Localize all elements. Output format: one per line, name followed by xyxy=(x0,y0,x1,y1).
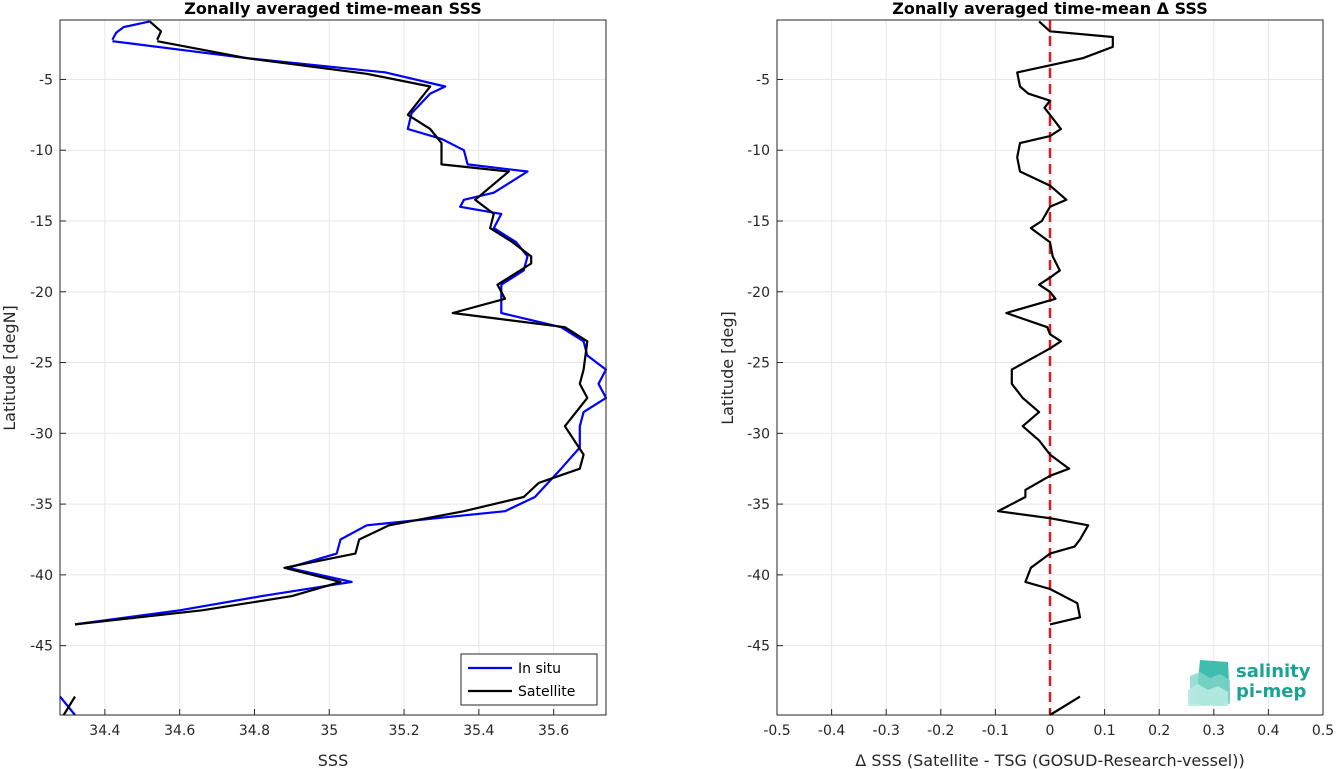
legend-box xyxy=(460,653,598,706)
y-tick-label: -35 xyxy=(30,497,53,513)
left-grid xyxy=(60,20,606,715)
series-line-delta-sss xyxy=(1049,695,1081,716)
left-x-ticks: 34.4 34.6 34.8 35 35.2 35.4 35.6 xyxy=(89,709,569,739)
y-tick-label: -15 xyxy=(30,214,53,230)
x-tick-label: 35.4 xyxy=(463,723,494,739)
logo-wave-icon xyxy=(1188,660,1230,706)
y-tick-label: -45 xyxy=(30,639,53,655)
right-data-lines xyxy=(997,20,1114,716)
x-tick-label: -0.2 xyxy=(927,723,954,739)
series-line-in-situ xyxy=(59,695,76,716)
right-panel: -0.5 -0.4 -0.3 -0.2 -0.1 0 0.1 0.2 0.3 0.4 0.5 -5-… xyxy=(718,0,1334,769)
y-tick-label: -40 xyxy=(747,568,770,584)
x-tick-label: 35.6 xyxy=(538,723,569,739)
left-y-ticks: -5 -10 -15 -20 -25 -30 -35 -40 -45 xyxy=(30,72,66,655)
y-tick-label: -10 xyxy=(30,143,53,159)
series-line-in-situ xyxy=(111,20,151,41)
x-tick-label: 35 xyxy=(320,723,338,739)
right-x-ticks: -0.5 -0.4 -0.3 -0.2 -0.1 0 0.1 0.2 0.3 0.4 0.5 xyxy=(763,709,1334,739)
y-tick-label: -35 xyxy=(747,497,770,513)
series-line-satellite xyxy=(62,696,76,716)
x-tick-label: 0.2 xyxy=(1148,723,1170,739)
series-line-satellite xyxy=(149,20,163,41)
series-line-delta-sss xyxy=(997,20,1114,626)
logo-text-line1: salinity xyxy=(1236,661,1311,682)
salinity-pi-mep-logo: salinity pi-mep xyxy=(1188,660,1311,706)
legend-label-satellite: Satellite xyxy=(518,684,575,700)
left-chart-title: Zonally averaged time-mean SSS xyxy=(184,0,482,18)
left-axes-box xyxy=(59,19,607,716)
right-chart-title: Zonally averaged time-mean Δ SSS xyxy=(892,0,1208,18)
x-tick-label: 0.3 xyxy=(1203,723,1225,739)
legend-label-in-situ: In situ xyxy=(518,661,561,677)
x-tick-label: -0.5 xyxy=(763,723,790,739)
left-y-axis-label: Latitude [degN] xyxy=(0,305,19,431)
left-plot-area xyxy=(60,20,606,715)
y-tick-label: -5 xyxy=(39,72,53,88)
x-tick-label: 35.2 xyxy=(388,723,419,739)
x-tick-label: -0.1 xyxy=(982,723,1009,739)
x-tick-label: -0.4 xyxy=(818,723,845,739)
x-tick-label: 0.1 xyxy=(1093,723,1115,739)
y-tick-label: -20 xyxy=(30,285,53,301)
y-tick-label: -25 xyxy=(30,356,53,372)
x-tick-label: 34.8 xyxy=(239,723,270,739)
left-data-lines xyxy=(59,20,608,716)
logo-text-line2: pi-mep xyxy=(1236,681,1306,702)
x-tick-label: -0.3 xyxy=(873,723,900,739)
x-tick-label: 34.4 xyxy=(89,723,120,739)
y-tick-label: -15 xyxy=(747,214,770,230)
y-tick-label: -5 xyxy=(756,72,770,88)
y-tick-label: -10 xyxy=(747,143,770,159)
x-tick-label: 0.4 xyxy=(1257,723,1279,739)
left-panel: 34.4 34.6 34.8 35 35.2 35.4 35.6 -5 -10 -15 -20 -2… xyxy=(0,0,608,769)
right-x-axis-label: Δ SSS (Satellite - TSG (GOSUD-Research-v… xyxy=(855,751,1244,769)
y-tick-label: -30 xyxy=(747,426,770,442)
series-line-satellite xyxy=(74,40,589,626)
left-x-axis-label: SSS xyxy=(318,751,348,769)
right-y-axis-label: Latitude [deg] xyxy=(718,311,737,425)
y-tick-label: -30 xyxy=(30,426,53,442)
y-tick-label: -25 xyxy=(747,356,770,372)
y-tick-label: -20 xyxy=(747,285,770,301)
legend: In situ Satellite xyxy=(460,653,598,706)
y-tick-label: -45 xyxy=(747,639,770,655)
x-tick-label: 0 xyxy=(1046,723,1055,739)
y-tick-label: -40 xyxy=(30,568,53,584)
x-tick-label: 34.6 xyxy=(164,723,195,739)
right-y-ticks: -5 -10 -15 -20 -25 -30 -35 -40 -45 xyxy=(747,72,783,655)
x-tick-label: 0.5 xyxy=(1312,723,1334,739)
